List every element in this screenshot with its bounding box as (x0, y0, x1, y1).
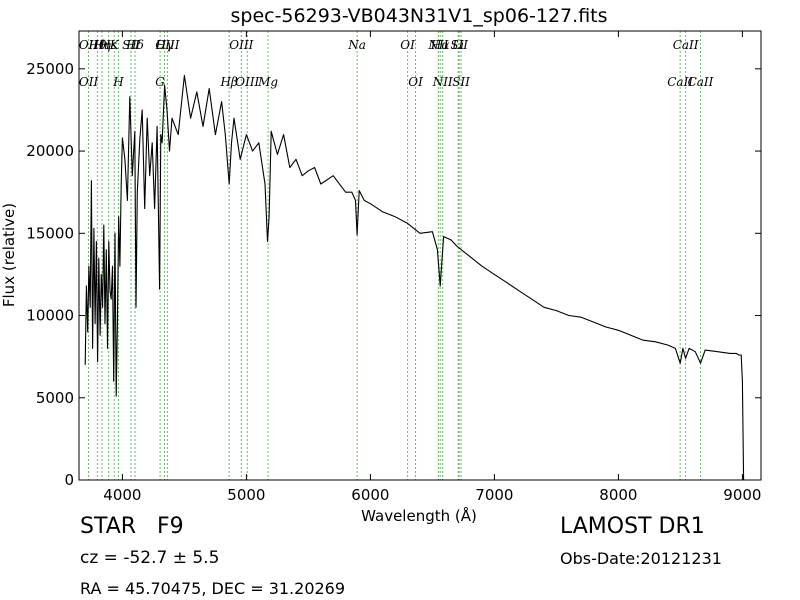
line-label: OIII (235, 75, 259, 89)
line-label: NII (427, 38, 448, 52)
line-label: G (155, 75, 165, 89)
redshift-value: cz = -52.7 ± 5.5 (80, 548, 220, 568)
line-label: CaII (673, 38, 699, 52)
line-label: CaII (667, 75, 693, 89)
y-tick-label: 20000 (26, 142, 74, 160)
line-label: Mg (257, 75, 278, 89)
x-tick-label: 6000 (351, 486, 389, 504)
line-label: Na (347, 38, 366, 52)
y-tick-label: 10000 (26, 307, 74, 325)
y-tick-label: 25000 (26, 60, 74, 78)
line-label: NII (432, 75, 453, 89)
coordinates: RA = 45.70475, DEC = 31.20269 (80, 579, 346, 598)
x-tick-label: 8000 (599, 486, 637, 504)
observation-date: Obs-Date:20121231 (560, 549, 722, 568)
line-label: OI (408, 75, 423, 89)
line-label: Hδ (125, 38, 144, 52)
x-tick-label: 9000 (723, 486, 761, 504)
y-axis-label: Flux (relative) (0, 203, 18, 307)
line-label: Hα (430, 38, 450, 52)
spectral-subclass: F9 (157, 514, 184, 539)
survey-name: LAMOST DR1 (560, 514, 705, 539)
y-tick-label: 0 (64, 471, 74, 489)
x-axis: 4000 5000 6000 7000 8000 9000 (103, 31, 761, 504)
line-label: OI (400, 38, 415, 52)
line-label: OIII (155, 38, 179, 52)
line-label: SII (122, 38, 140, 52)
line-label: SII (452, 75, 470, 89)
line-label: OII (79, 38, 99, 52)
x-tick-label: 5000 (227, 486, 265, 504)
chart-title: spec-56293-VB043N31V1_sp06-127.fits (230, 5, 607, 27)
x-axis-label: Wavelength (Å) (361, 506, 477, 525)
y-tick-label: 15000 (26, 224, 74, 242)
line-label: H (112, 75, 124, 89)
line-label: K (109, 38, 120, 52)
line-label: CaII (688, 75, 714, 89)
plot-frame (78, 30, 762, 481)
line-label: Hβ (219, 75, 237, 89)
spectral-line-markers (88, 31, 701, 480)
y-tick-label: 5000 (36, 389, 74, 407)
line-label: SII (450, 38, 468, 52)
object-type: STAR (80, 514, 137, 539)
line-label: Hθ (88, 38, 107, 52)
line-label: Hε (99, 38, 117, 52)
line-label: Li (451, 38, 464, 52)
y-axis: 0 5000 10000 15000 20000 25000 (26, 60, 761, 489)
line-label: Hγ (155, 38, 174, 52)
line-label: OII (79, 75, 99, 89)
x-tick-label: 4000 (103, 486, 141, 504)
x-tick-label: 7000 (475, 486, 513, 504)
spectrum-series (84, 74, 745, 481)
line-label: Hη (92, 38, 111, 52)
line-label: OIII (229, 38, 253, 52)
